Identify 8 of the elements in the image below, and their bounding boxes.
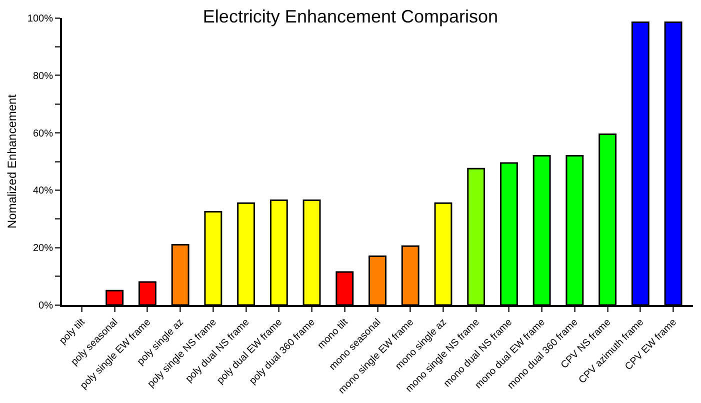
- y-tick-label: 0%: [38, 300, 54, 312]
- y-tick-label: 60%: [32, 128, 54, 140]
- y-axis-title: Nomalized Enhancement: [5, 94, 20, 229]
- y-tick-label: 20%: [32, 243, 54, 254]
- y-tick-label: 80%: [32, 70, 54, 82]
- y-tick-label: 40%: [32, 186, 54, 197]
- chart-title: Electricity Enhancement Comparison: [202, 6, 498, 27]
- y-tick-label: 100%: [27, 14, 54, 24]
